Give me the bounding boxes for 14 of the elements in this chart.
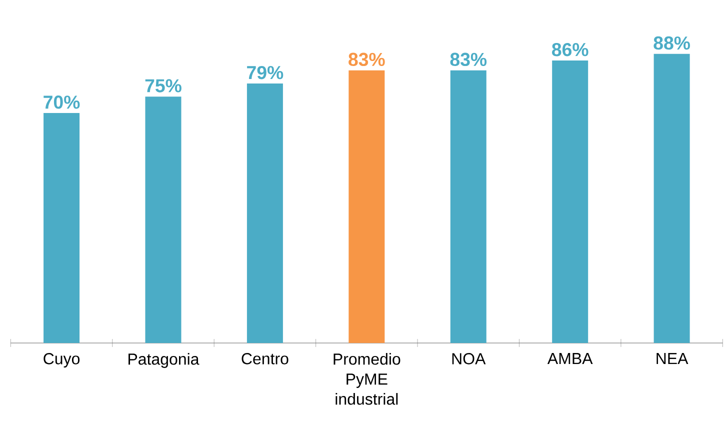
data-label: 86% (552, 42, 588, 56)
x-tick-label: Promedio PyME industrial (334, 353, 400, 405)
x-tick-label: Patagonia (128, 353, 200, 368)
data-label: 88% (654, 36, 690, 50)
data-label: 79% (247, 66, 284, 80)
data-label: 75% (145, 79, 182, 92)
x-tick-label: Centro (242, 353, 288, 364)
data-label: 70% (44, 96, 80, 109)
x-tick-label: NOA (452, 353, 486, 364)
x-tick-label: AMBA (547, 353, 593, 364)
x-tick-label: Cuyo (44, 353, 80, 368)
x-tick-label: NEA (656, 353, 688, 364)
data-label: 83% (348, 52, 385, 66)
data-label: 83% (450, 52, 487, 66)
